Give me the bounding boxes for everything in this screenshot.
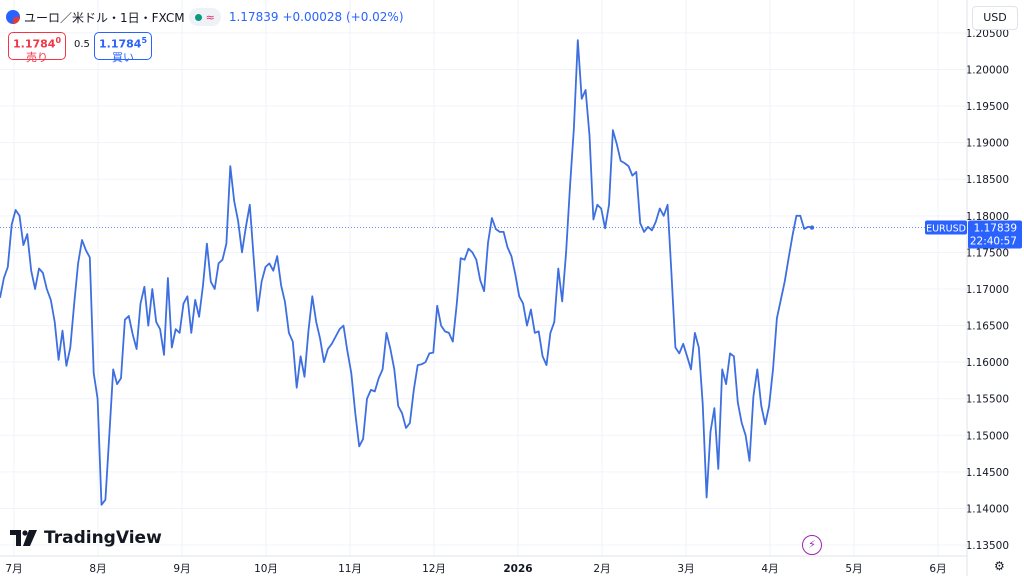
- y-tick-label: 1.18500: [966, 174, 1009, 186]
- y-tick-label: 1.13500: [966, 540, 1009, 552]
- lightning-icon[interactable]: ⚡: [802, 535, 822, 555]
- currency-selector[interactable]: USD: [972, 6, 1018, 30]
- y-tick-label: 1.17500: [966, 247, 1009, 259]
- x-tick-label: 7月: [5, 563, 22, 575]
- market-status-pill[interactable]: ≈: [188, 8, 221, 26]
- symbol-tag: [925, 220, 967, 235]
- y-tick-label: 1.14500: [966, 467, 1009, 479]
- price-line: [0, 39, 813, 506]
- symbol-title[interactable]: ユーロ／米ドル・1日・FXCM: [24, 10, 185, 25]
- eur-usd-flag-icon: [6, 10, 20, 24]
- x-tick-label: 3月: [677, 563, 694, 575]
- x-tick-label: 10月: [254, 563, 278, 575]
- sell-label: 売り: [26, 50, 48, 64]
- price-tag: [968, 220, 1022, 249]
- x-tick-label: 6月: [929, 563, 946, 575]
- price-tag-value: 1.17839: [974, 223, 1017, 235]
- symbol-header: ユーロ／米ドル・1日・FXCM ≈ 1.17839 +0.00028 (+0.0…: [6, 7, 404, 27]
- y-tick-label: 1.17000: [966, 284, 1009, 296]
- market-open-dot-icon: [194, 13, 202, 21]
- y-tick-label: 1.20000: [966, 65, 1009, 77]
- y-tick-label: 1.18000: [966, 211, 1009, 223]
- approx-icon: ≈: [205, 10, 215, 24]
- y-tick-label: 1.19000: [966, 138, 1009, 150]
- sell-price: 1.1784: [12, 37, 56, 51]
- y-tick-label: 1.20500: [966, 28, 1009, 40]
- spread-value: 0.5: [74, 39, 90, 50]
- buy-price-pip: 5: [141, 36, 148, 45]
- x-tick-label: 2026: [503, 563, 532, 575]
- logo-text: TradingView: [44, 528, 162, 548]
- x-tick-label: 2月: [593, 563, 610, 575]
- x-tick-label: 12月: [422, 563, 446, 575]
- symbol-tag-text: EURUSD: [926, 224, 966, 235]
- y-tick-label: 1.15000: [966, 430, 1009, 442]
- buy-price: 1.1784: [98, 37, 142, 51]
- buy-label: 買い: [112, 50, 134, 64]
- y-tick-label: 1.16000: [966, 357, 1009, 369]
- last-point: [809, 225, 815, 230]
- gear-icon[interactable]: ⚙: [994, 559, 1005, 573]
- x-tick-label: 4月: [761, 563, 778, 575]
- y-tick-label: 1.14000: [966, 503, 1009, 515]
- y-tick-label: 1.19500: [966, 101, 1009, 113]
- buy-button[interactable]: 1.17845 買い: [94, 32, 152, 64]
- price-change: +0.00028 (+0.02%): [282, 10, 404, 24]
- x-tick-label: 8月: [89, 563, 106, 575]
- last-price: 1.17839: [228, 10, 279, 24]
- y-tick-label: 1.16500: [966, 321, 1009, 333]
- price-tag-countdown: 22:40:57: [970, 236, 1017, 248]
- x-tick-label: 5月: [845, 563, 862, 575]
- tradingview-logo[interactable]: TradingView: [10, 528, 162, 548]
- x-tick-label: 11月: [338, 563, 362, 575]
- tradingview-logo-icon: [10, 530, 37, 546]
- sell-price-pip: 0: [55, 36, 62, 45]
- sell-button[interactable]: 1.17840 売り: [8, 32, 66, 64]
- y-tick-label: 1.15500: [966, 394, 1009, 406]
- x-tick-label: 9月: [173, 563, 190, 575]
